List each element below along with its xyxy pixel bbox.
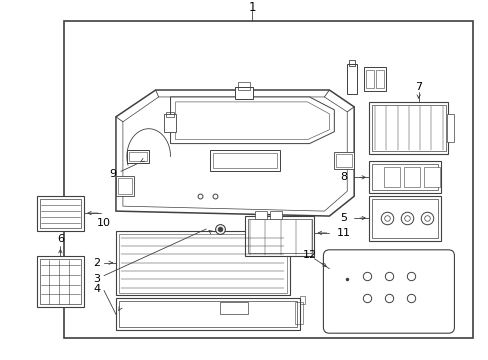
Bar: [116, 298, 299, 330]
Text: 4: 4: [93, 284, 101, 293]
Bar: [371, 165, 437, 190]
Bar: [336, 153, 351, 167]
Text: 3: 3: [93, 274, 101, 284]
Bar: [383, 167, 399, 187]
Text: 5: 5: [340, 213, 346, 223]
Bar: [446, 114, 453, 141]
Text: 2: 2: [93, 258, 101, 268]
Bar: [116, 231, 289, 296]
Polygon shape: [170, 97, 334, 144]
Bar: [371, 105, 445, 150]
FancyBboxPatch shape: [323, 250, 453, 333]
Bar: [119, 301, 296, 327]
Bar: [371, 199, 437, 238]
Text: 8: 8: [340, 172, 346, 183]
Bar: [129, 152, 146, 162]
Bar: [348, 60, 354, 66]
Bar: [64, 21, 472, 338]
Text: 6: 6: [57, 234, 64, 244]
Bar: [244, 216, 314, 256]
Text: 7: 7: [414, 82, 422, 92]
Bar: [235, 87, 252, 99]
Text: 12: 12: [302, 250, 316, 260]
Bar: [375, 70, 383, 88]
Bar: [238, 82, 249, 90]
Text: 11: 11: [337, 228, 350, 238]
Bar: [423, 167, 439, 187]
Bar: [37, 256, 84, 307]
Bar: [366, 70, 373, 88]
Bar: [116, 176, 134, 196]
Bar: [40, 199, 81, 228]
Bar: [165, 112, 173, 117]
Bar: [119, 234, 286, 293]
Bar: [368, 196, 440, 241]
Text: 10: 10: [97, 218, 111, 228]
Bar: [299, 297, 304, 305]
Bar: [346, 64, 356, 94]
Bar: [269, 211, 281, 219]
Text: 1: 1: [248, 1, 255, 14]
Text: 9: 9: [109, 169, 116, 179]
Bar: [118, 178, 132, 194]
Bar: [334, 152, 353, 170]
Bar: [368, 102, 447, 153]
Bar: [210, 149, 279, 171]
Bar: [364, 67, 385, 91]
Bar: [220, 302, 247, 314]
Bar: [294, 302, 302, 324]
Bar: [254, 211, 266, 219]
Bar: [37, 196, 84, 231]
Bar: [403, 167, 419, 187]
Bar: [247, 219, 311, 253]
Bar: [368, 162, 440, 193]
Bar: [40, 259, 81, 305]
Bar: [213, 153, 276, 168]
Bar: [163, 114, 175, 132]
Polygon shape: [116, 90, 353, 216]
Bar: [126, 149, 148, 163]
